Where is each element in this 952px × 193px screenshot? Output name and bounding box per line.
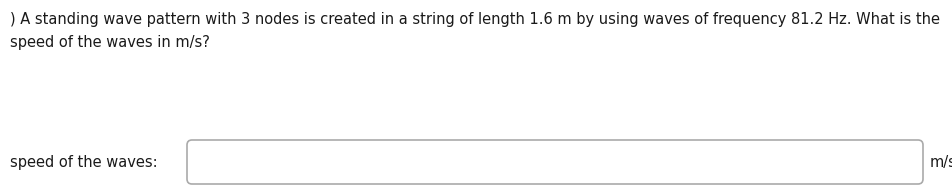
Text: m/s: m/s	[930, 155, 952, 169]
Text: ) A standing wave pattern with 3 nodes is created in a string of length 1.6 m by: ) A standing wave pattern with 3 nodes i…	[10, 12, 940, 27]
FancyBboxPatch shape	[187, 140, 923, 184]
Text: speed of the waves:: speed of the waves:	[10, 155, 158, 169]
Text: speed of the waves in m/s?: speed of the waves in m/s?	[10, 35, 209, 50]
